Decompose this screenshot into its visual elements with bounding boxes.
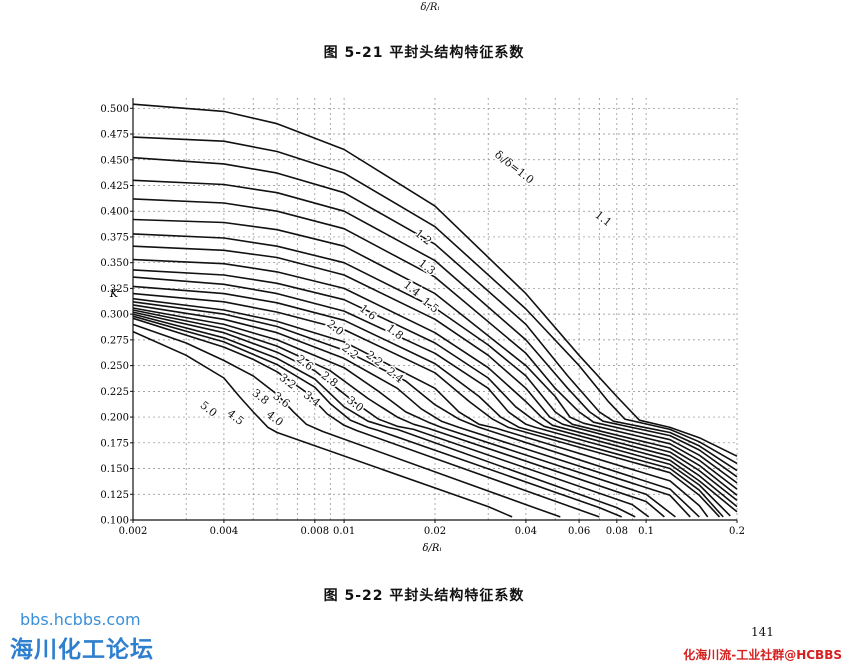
x-tick-label: 0.08 <box>606 526 628 537</box>
upper-figure-caption: 图 5-21 平封头结构特征系数 <box>323 45 525 61</box>
y-tick-label: 0.275 <box>100 335 129 346</box>
k-factor-chart: 0.100 0.125 0.150 0.175 0.200 0.225 0.250 0.275… <box>100 98 745 554</box>
y-tick-label: 0.100 <box>100 516 129 527</box>
curve-2.0 <box>132 276 731 517</box>
curve-layer <box>132 103 738 518</box>
x-axis-title: δ/Rᵢ <box>423 543 442 554</box>
y-tick-label: 0.300 <box>100 310 129 321</box>
y-tick-label: 0.200 <box>100 413 129 424</box>
x-tick-label: 0.04 <box>515 526 537 537</box>
y-tick-label: 0.125 <box>100 490 129 501</box>
y-tick-label: 0.475 <box>100 130 129 141</box>
curve-3.0 <box>132 307 676 518</box>
curve-1.6 <box>132 233 738 496</box>
y-tick-label: 0.325 <box>100 284 129 295</box>
y-tick-label: 0.350 <box>100 258 129 269</box>
curve-label: δᵢ/δ=1.0 <box>492 148 536 186</box>
y-tick-label: 0.400 <box>100 207 129 218</box>
curve-label: 2.2 <box>339 341 361 362</box>
x-tick-label: 0.1 <box>638 526 654 537</box>
y-tick-label: 0.450 <box>100 155 129 166</box>
watermark-forum-name: 海川化工论坛 <box>10 637 154 663</box>
curve-2.4 <box>132 297 709 518</box>
x-tick-label: 0.01 <box>333 526 355 537</box>
curve-5.0 <box>132 330 513 518</box>
curve-1.5 <box>132 218 738 490</box>
y-axis-title: K <box>109 287 119 300</box>
curve-1.4 <box>132 198 738 484</box>
page-number: 141 <box>751 625 774 639</box>
x-tick-label: 0.008 <box>301 526 330 537</box>
y-tick-label: 0.225 <box>100 387 129 398</box>
y-tick-label: 0.250 <box>100 361 129 372</box>
curve-label: 1.6 <box>357 302 379 323</box>
curve-1.0 <box>132 103 738 457</box>
curve-1.3 <box>132 179 738 478</box>
curve-1.7 <box>132 245 738 502</box>
lower-figure-caption: 图 5-22 平封头结构特征系数 <box>323 588 525 604</box>
x-tick-label: 0.2 <box>729 526 745 537</box>
curve-label: 1.4 <box>401 278 423 299</box>
curve-1.2 <box>132 156 738 472</box>
curve-label: 1.2 <box>412 227 434 248</box>
curve-4.0 <box>132 317 600 518</box>
curve-label: 4.5 <box>225 407 247 428</box>
curve-1.1 <box>132 136 738 465</box>
curve-2.1 <box>132 285 724 518</box>
curve-label: 1.1 <box>592 208 614 229</box>
curve-3.4 <box>132 311 650 518</box>
y-tick-label: 0.425 <box>100 181 129 192</box>
x-tick-label: 0.06 <box>568 526 590 537</box>
curve-3.8 <box>132 315 623 518</box>
curve-2.8 <box>132 304 691 518</box>
y-tick-label: 0.150 <box>100 464 129 475</box>
curve-1.9 <box>132 269 738 513</box>
curve-label: 1.8 <box>384 321 406 342</box>
x-tick-label: 0.02 <box>424 526 446 537</box>
curve-2.2 <box>132 292 721 518</box>
x-tick-label: 0.002 <box>119 526 148 537</box>
curve-1.8 <box>132 258 738 508</box>
y-tick-label: 0.500 <box>100 104 129 115</box>
watermark-url: bbs.hcbbs.com <box>20 610 141 629</box>
curve-2.6 <box>132 301 700 518</box>
curve-4.5 <box>132 323 561 518</box>
axis-layer: 0.100 0.125 0.150 0.175 0.200 0.225 0.250 0.275… <box>100 98 745 554</box>
y-tick-label: 0.175 <box>100 438 129 449</box>
curve-3.2 <box>132 309 665 518</box>
curve-label: 2.2 <box>364 348 386 369</box>
y-tick-label: 0.375 <box>100 232 129 243</box>
watermark-credit: 化海川流-工业社群@HCBBS <box>683 648 842 662</box>
upper-figure-x-axis-label: δ/Rᵢ <box>420 2 440 13</box>
curve-3.6 <box>132 313 636 518</box>
curve-label: 5.0 <box>198 399 220 420</box>
x-tick-label: 0.004 <box>210 526 239 537</box>
